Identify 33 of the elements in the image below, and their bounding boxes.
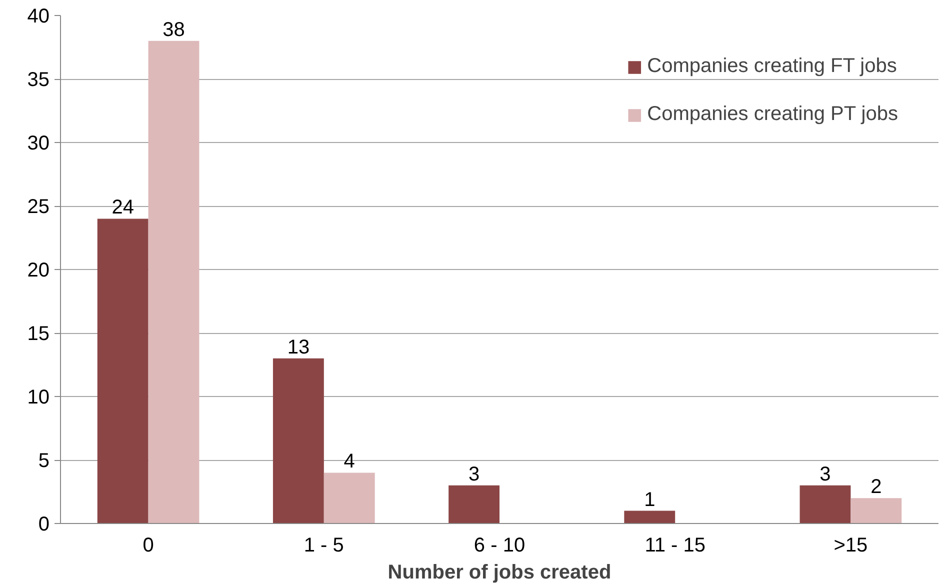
y-tick-label: 40 [27, 6, 50, 28]
bar [624, 510, 676, 524]
data-label: 1 [644, 488, 656, 511]
data-label: 4 [344, 450, 355, 473]
bar [850, 498, 902, 524]
data-label: 2 [870, 476, 882, 498]
x-tick-label: >15 [834, 534, 868, 556]
y-tick-label: 25 [27, 196, 50, 218]
y-tick-label: 10 [27, 386, 50, 408]
data-label: 38 [162, 18, 185, 41]
bar [97, 218, 148, 524]
bar [448, 485, 500, 524]
y-tick-label: 0 [38, 514, 50, 536]
y-tick-label: 30 [27, 132, 50, 154]
legend-label: Companies creating FT jobs [647, 55, 897, 78]
x-tick-label: 0 [142, 534, 154, 556]
bar [148, 40, 200, 524]
y-tick-label: 20 [27, 260, 50, 282]
data-label: 24 [112, 196, 134, 219]
data-label: 3 [820, 463, 831, 486]
y-tick-label: 35 [27, 69, 50, 91]
legend-label: Companies creating PT jobs [647, 103, 898, 126]
y-tick-label: 5 [38, 450, 50, 472]
x-tick-label: 11 - 15 [644, 534, 706, 556]
data-label: 13 [287, 336, 310, 358]
data-label: 3 [468, 463, 480, 486]
bar [800, 485, 851, 524]
x-tick-label: 1 - 5 [304, 534, 344, 556]
y-tick-label: 15 [27, 323, 50, 345]
x-axis-title: Number of jobs created [388, 562, 612, 584]
bar [272, 358, 324, 524]
x-tick-label: 6 - 10 [474, 534, 526, 556]
bar [324, 472, 375, 524]
